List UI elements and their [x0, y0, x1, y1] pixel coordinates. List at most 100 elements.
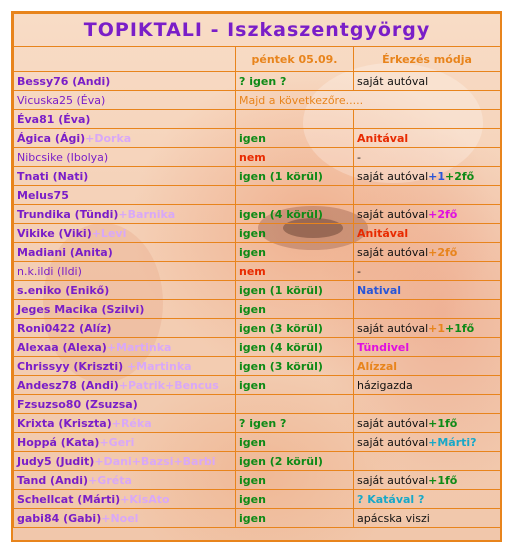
arrival-method-part: +2fő — [445, 169, 475, 183]
member-name: Chrissyy (Kriszti) — [17, 359, 124, 373]
arrival-method-cell: Anitával — [352, 128, 500, 148]
attendance-answer: igen (2 körül) — [239, 454, 323, 468]
table-row: Éva81 (Éva) — [13, 109, 500, 129]
attendance-answer-cell — [235, 394, 354, 414]
member-name: Hoppá (Kata) — [17, 435, 100, 449]
member-name: Ágica (Ági) — [17, 131, 86, 145]
member-name-cell: Vikike (Viki)+Levi — [13, 223, 236, 243]
companions-label: +Levi — [91, 226, 127, 240]
member-name-cell: Judy5 (Judit)+Dani+Bazsi+Barbi — [13, 451, 236, 471]
arrival-method-part: Natival — [357, 283, 402, 297]
member-name: Krixta (Kriszta) — [17, 416, 112, 430]
table-row: Ágica (Ági)+Dorka igen Anitával — [13, 128, 500, 148]
arrival-method-cell: Natival — [352, 280, 500, 300]
companions-label: +Geri — [99, 435, 135, 449]
member-name: Andesz78 (Andi) — [17, 378, 119, 392]
arrival-method-part: +1 — [428, 169, 446, 183]
table-row: gabi84 (Gabi)+Noel igen apácska viszi — [13, 508, 500, 528]
member-name: Madiani (Anita) — [17, 245, 113, 259]
arrival-method-part: saját autóval — [357, 321, 429, 335]
arrival-method-cell: házigazda — [352, 375, 500, 395]
attendance-answer: ? igen ? — [239, 74, 287, 88]
arrival-method-part: +1fő — [445, 321, 475, 335]
attendance-table: TOPIKTALI - Iszkaszentgyörgy péntek 05.0… — [13, 13, 500, 528]
arrival-method-part: ? Katával ? — [357, 492, 425, 506]
arrival-method-cell — [352, 299, 500, 319]
arrival-method-part: házigazda — [357, 378, 413, 392]
attendance-answer-cell: igen — [235, 432, 354, 452]
member-name: Jeges Macika (Szilvi) — [17, 302, 145, 316]
member-name: Trundika (Tündi) — [17, 207, 119, 221]
member-name-cell: Ágica (Ági)+Dorka — [13, 128, 236, 148]
attendance-answer-cell: Majd a következőre..... — [234, 90, 500, 110]
arrival-method-part: +1 — [428, 321, 446, 335]
attendance-answer-cell: igen — [235, 299, 354, 319]
arrival-method-part: saját autóval — [357, 245, 429, 259]
arrival-method-cell: Anitával — [352, 223, 500, 243]
member-name: Vikike (Viki) — [17, 226, 92, 240]
arrival-method-cell: saját autóval+2fő — [352, 242, 500, 262]
member-name: Bessy76 (Andi) — [17, 74, 111, 88]
attendance-answer: Majd a következőre..... — [239, 93, 364, 107]
arrival-method-part: saját autóval — [357, 169, 429, 183]
attendance-answer: ? igen ? — [239, 416, 287, 430]
attendance-answer: igen — [239, 245, 266, 259]
member-name-cell: Krixta (Kriszta)+Réka — [13, 413, 236, 433]
attendance-answer: igen — [239, 435, 266, 449]
arrival-method-part: Alízzal — [357, 359, 398, 373]
attendance-answer-cell: nem — [235, 147, 354, 167]
companions-label: +Martinka — [106, 340, 172, 354]
table-row: Fzsuzso80 (Zsuzsa) — [13, 394, 500, 414]
member-name: Tnati (Nati) — [17, 169, 89, 183]
attendance-answer-cell: igen — [235, 489, 354, 509]
arrival-method-cell — [352, 185, 500, 205]
arrival-method-cell: - — [352, 261, 500, 281]
attendance-answer-cell: igen (1 körül) — [235, 280, 354, 300]
arrival-method-cell: saját autóval+2fő — [352, 204, 500, 224]
arrival-method-cell: saját autóval+1fő — [352, 413, 500, 433]
attendance-answer: nem — [239, 264, 266, 278]
attendance-answer-cell: igen — [235, 375, 354, 395]
member-name-cell: gabi84 (Gabi)+Noel — [13, 508, 236, 528]
table-row: Judy5 (Judit)+Dani+Bazsi+Barbi igen (2 kö… — [13, 451, 500, 471]
attendance-answer: igen (1 körül) — [239, 283, 323, 297]
arrival-method-cell: saját autóval+Márti? — [352, 432, 500, 452]
arrival-method-part: +Márti? — [428, 435, 477, 449]
table-row: Andesz78 (Andi)+Patrik+Bencus igen házigaz… — [13, 375, 500, 395]
name-column-header — [13, 46, 236, 72]
table-row: Melus75 — [13, 185, 500, 205]
date-column-header: péntek 05.09. — [235, 46, 354, 72]
companions-label: +Gréta — [88, 473, 132, 487]
member-name: Roni0422 (Alíz) — [17, 321, 112, 335]
table-row: Alexaa (Alexa)+Martinka igen (4 körül) Tün… — [13, 337, 500, 357]
companions-label: +Réka — [111, 416, 152, 430]
arrival-method-part: - — [357, 150, 361, 164]
attendance-answer: igen — [239, 473, 266, 487]
attendance-answer: igen (4 körül) — [239, 340, 323, 354]
companions-label: +Noel — [101, 511, 139, 525]
member-name-cell: Tnati (Nati) — [13, 166, 236, 186]
attendance-answer: igen (3 körül) — [239, 359, 323, 373]
companions-label: +Dani+Bazsi+Barbi — [94, 454, 216, 468]
attendance-answer-cell: igen — [235, 242, 354, 262]
arrival-method-part: saját autóval — [357, 207, 429, 221]
member-name-cell: Chrissyy (Kriszti) +Martinka — [13, 356, 236, 376]
table-row: Tnati (Nati) igen (1 körül) saját autóval+… — [13, 166, 500, 186]
table-row: Jeges Macika (Szilvi) igen — [13, 299, 500, 319]
member-name-cell: Tand (Andi)+Gréta — [13, 470, 236, 490]
topic-table-frame: TOPIKTALI - Iszkaszentgyörgy péntek 05.0… — [11, 11, 502, 542]
attendance-answer: igen — [239, 492, 266, 506]
member-name-cell: Nibcsike (Ibolya) — [13, 147, 236, 167]
arrival-method-part: saját autóval — [357, 473, 429, 487]
arrival-method-cell — [352, 394, 500, 414]
attendance-answer-cell: nem — [235, 261, 354, 281]
table-row: Hoppá (Kata)+Geri igen saját autóval+Márti… — [13, 432, 500, 452]
attendance-answer-cell: igen (3 körül) — [235, 356, 354, 376]
member-name: n.k.ildi (Ildi) — [17, 264, 82, 278]
attendance-answer: igen — [239, 131, 266, 145]
companions-label: +Patrik+Bencus — [118, 378, 219, 392]
arrival-method-part: Anitával — [357, 131, 409, 145]
member-name-cell: Fzsuzso80 (Zsuzsa) — [13, 394, 236, 414]
arrival-method-cell: ? Katával ? — [352, 489, 500, 509]
attendance-answer-cell — [235, 109, 354, 129]
